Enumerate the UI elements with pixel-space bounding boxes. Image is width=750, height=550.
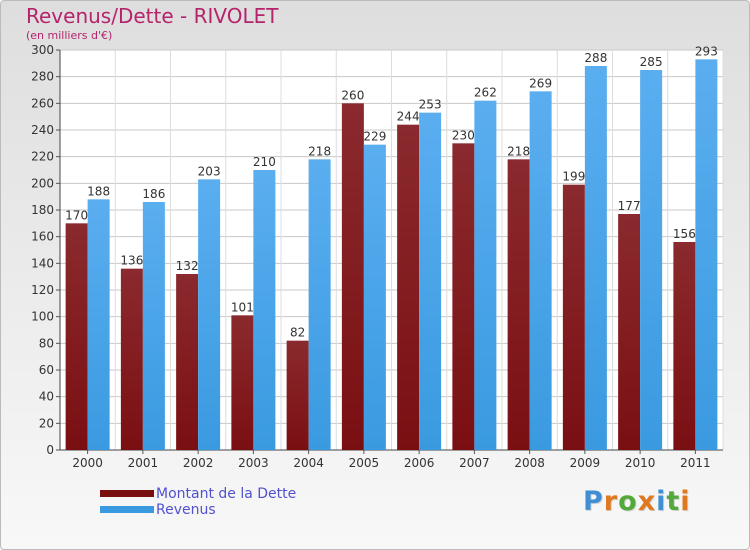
chart-title: Revenus/Dette - RIVOLET (26, 4, 279, 28)
x-tick-label: 2001 (128, 456, 159, 470)
data-label-revenus: 253 (419, 98, 442, 112)
chart-subtitle: (en milliers d'€) (26, 29, 113, 42)
y-tick-label: 40 (39, 390, 54, 404)
logo-letter: P (583, 486, 604, 517)
data-label-revenus: 203 (198, 164, 221, 178)
x-tick-label: 2005 (349, 456, 380, 470)
bar-dette (286, 340, 309, 450)
x-tick-label: 2008 (514, 456, 545, 470)
data-label-dette: 170 (65, 208, 88, 222)
bar-revenus (474, 100, 497, 451)
data-label-revenus: 269 (529, 76, 552, 90)
data-label-dette: 156 (673, 227, 696, 241)
logo-letter: t (666, 486, 681, 517)
data-label-dette: 230 (452, 128, 475, 142)
bar-dette (452, 143, 475, 451)
bar-dette (562, 184, 585, 450)
bar-revenus (695, 59, 718, 450)
y-tick-label: 300 (31, 43, 54, 57)
bar-revenus (419, 112, 442, 451)
proxiti-logo: Proxiti (583, 486, 691, 517)
x-tick-label: 2007 (459, 456, 490, 470)
y-tick-label: 260 (31, 96, 54, 110)
x-tick-label: 2003 (238, 456, 269, 470)
y-tick-label: 280 (31, 70, 54, 84)
bar-revenus (529, 91, 552, 450)
bar-dette (397, 124, 420, 451)
legend-swatch-dette (100, 490, 154, 497)
bar-dette (618, 214, 641, 450)
x-tick-label: 2009 (570, 456, 601, 470)
bar-revenus (640, 70, 663, 450)
y-tick-label: 200 (31, 176, 54, 190)
bar-dette (120, 268, 143, 450)
data-label-dette: 244 (397, 110, 420, 124)
logo-letter: i (680, 486, 691, 517)
y-tick-label: 160 (31, 230, 54, 244)
legend-swatch-revenus (100, 506, 154, 513)
bar-dette (507, 159, 530, 451)
data-label-revenus: 285 (640, 55, 663, 69)
x-tick-label: 2011 (680, 456, 711, 470)
data-label-dette: 260 (341, 88, 364, 102)
bar-dette (65, 223, 88, 450)
logo-letter: x (637, 486, 657, 517)
y-tick-label: 0 (46, 443, 54, 457)
bar-dette (176, 274, 199, 450)
bar-revenus (198, 179, 221, 451)
logo-letter: o (618, 486, 638, 517)
bar-revenus (87, 199, 110, 450)
legend-label-dette: Montant de la Dette (156, 486, 297, 502)
bar-revenus (584, 66, 607, 450)
data-label-dette: 101 (231, 300, 254, 314)
data-label-dette: 136 (120, 254, 143, 268)
logo-letter: i (656, 486, 667, 517)
y-tick-label: 220 (31, 150, 54, 164)
legend-label-revenus: Revenus (156, 502, 216, 518)
bar-dette (231, 315, 254, 450)
data-label-dette: 132 (176, 259, 199, 273)
y-tick-label: 140 (31, 256, 54, 270)
bar-dette (341, 103, 364, 450)
y-tick-label: 120 (31, 283, 54, 297)
data-label-revenus: 262 (474, 86, 497, 100)
x-tick-label: 2000 (72, 456, 103, 470)
x-tick-label: 2006 (404, 456, 435, 470)
y-tick-label: 240 (31, 123, 54, 137)
data-label-revenus: 229 (363, 130, 386, 144)
bar-revenus (253, 170, 276, 450)
y-tick-label: 180 (31, 203, 54, 217)
data-label-revenus: 288 (584, 51, 607, 65)
bar-revenus (363, 144, 386, 450)
data-label-revenus: 186 (142, 187, 165, 201)
y-tick-label: 60 (39, 363, 54, 377)
bar-revenus (142, 202, 165, 450)
logo-letter: r (603, 486, 619, 517)
y-tick-label: 20 (39, 416, 54, 430)
data-label-revenus: 293 (695, 44, 718, 58)
data-label-revenus: 188 (87, 184, 110, 198)
data-label-dette: 199 (562, 170, 585, 184)
bar-dette (673, 242, 696, 450)
bar-revenus (308, 159, 331, 451)
x-tick-label: 2010 (625, 456, 656, 470)
y-tick-label: 80 (39, 336, 54, 350)
data-label-revenus: 210 (253, 155, 276, 169)
data-label-revenus: 218 (308, 144, 331, 158)
data-label-dette: 177 (618, 199, 641, 213)
data-label-dette: 218 (507, 144, 530, 158)
data-label-dette: 82 (290, 326, 305, 340)
x-tick-label: 2002 (183, 456, 214, 470)
x-tick-label: 2004 (293, 456, 324, 470)
y-tick-label: 100 (31, 310, 54, 324)
